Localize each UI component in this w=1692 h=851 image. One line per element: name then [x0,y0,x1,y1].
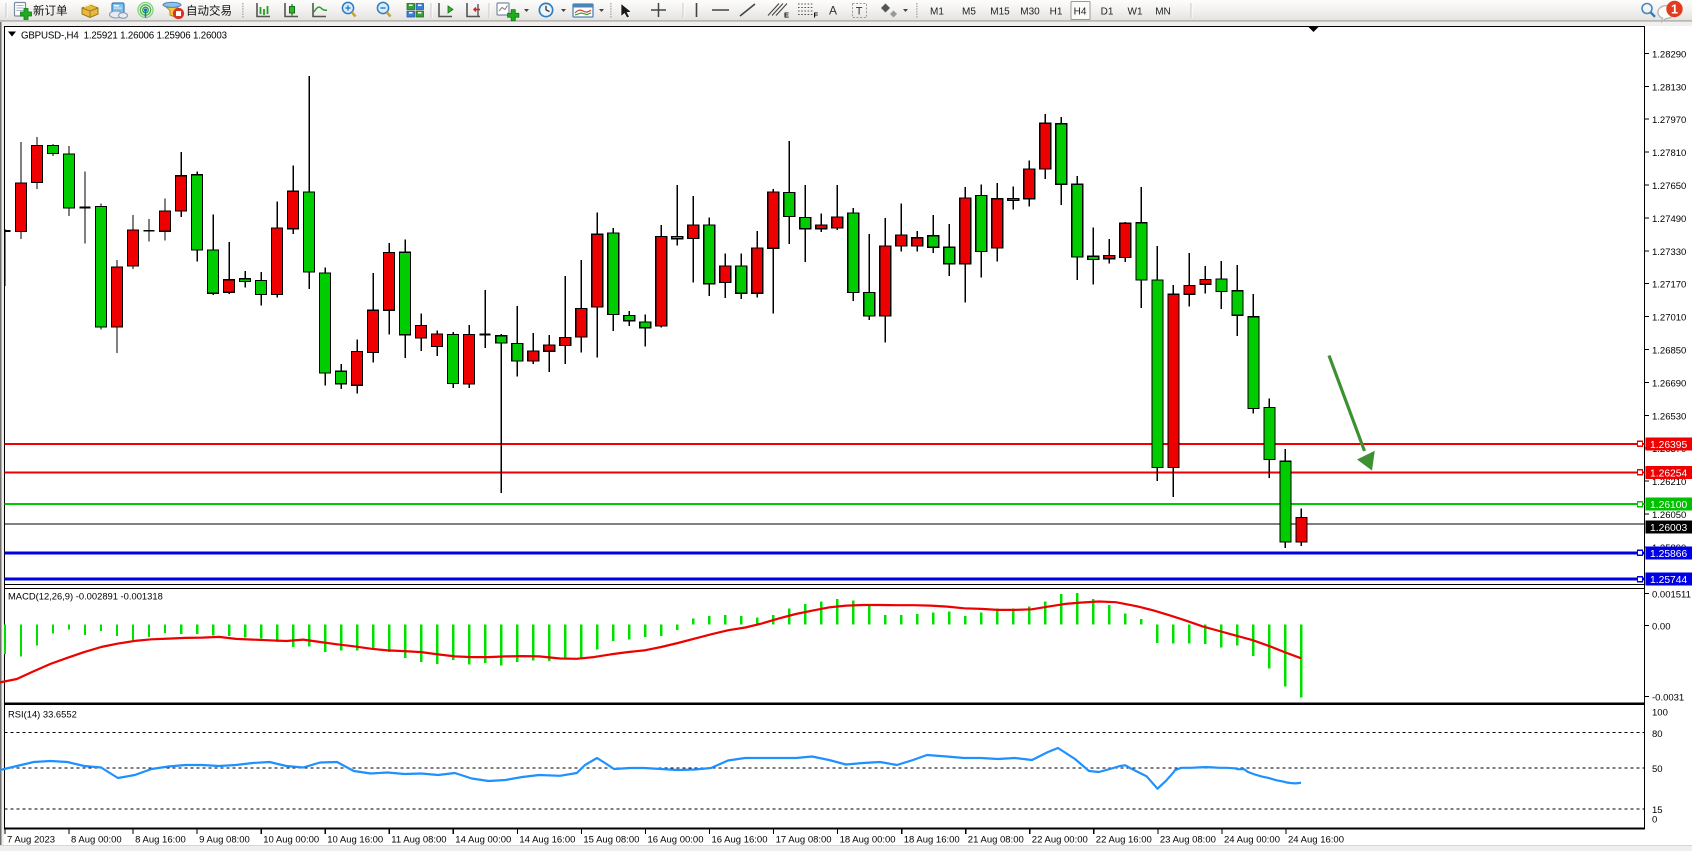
svg-text:1.28290: 1.28290 [1652,49,1686,60]
svg-text:1.27810: 1.27810 [1652,148,1686,159]
svg-text:1.26850: 1.26850 [1652,346,1686,357]
svg-text:新订单: 新订单 [33,4,68,18]
svg-text:14 Aug 00:00: 14 Aug 00:00 [455,835,511,846]
svg-text:80: 80 [1652,729,1663,740]
svg-text:GBPUSD-,H4 1.25921 1.26006 1.: GBPUSD-,H4 1.25921 1.26006 1.25906 1.260… [21,31,227,42]
svg-text:E: E [784,11,789,20]
svg-text:18 Aug 16:00: 18 Aug 16:00 [904,835,960,846]
svg-text:F: F [814,11,819,20]
svg-text:1.26100: 1.26100 [1650,500,1687,511]
svg-text:22 Aug 00:00: 22 Aug 00:00 [1032,835,1088,846]
svg-text:0.00: 0.00 [1652,621,1671,632]
svg-text:自动交易: 自动交易 [186,4,232,18]
svg-text:RSI(14) 33.6552: RSI(14) 33.6552 [8,709,77,720]
svg-text:16 Aug 16:00: 16 Aug 16:00 [712,835,768,846]
svg-text:1.26395: 1.26395 [1650,440,1687,451]
svg-text:15: 15 [1652,805,1663,816]
svg-text:16 Aug 00:00: 16 Aug 00:00 [648,835,704,846]
svg-text:A: A [829,4,837,18]
svg-text:1.27010: 1.27010 [1652,313,1686,324]
svg-text:1.25744: 1.25744 [1650,575,1687,586]
svg-text:8 Aug 00:00: 8 Aug 00:00 [71,835,122,846]
svg-text:100: 100 [1652,708,1668,719]
svg-text:1.27650: 1.27650 [1652,181,1686,192]
svg-text:H4: H4 [1074,7,1087,18]
svg-text:1.28130: 1.28130 [1652,82,1686,93]
svg-text:23 Aug 08:00: 23 Aug 08:00 [1160,835,1216,846]
svg-text:8 Aug 16:00: 8 Aug 16:00 [135,835,186,846]
svg-text:T: T [856,6,863,18]
svg-text:M5: M5 [962,7,976,18]
svg-text:H1: H1 [1050,7,1063,18]
svg-text:1.27490: 1.27490 [1652,214,1686,225]
svg-text:1.26530: 1.26530 [1652,411,1686,422]
svg-text:21 Aug 08:00: 21 Aug 08:00 [968,835,1024,846]
svg-text:9 Aug 08:00: 9 Aug 08:00 [199,835,250,846]
svg-text:1.27330: 1.27330 [1652,247,1686,258]
svg-text:1.27170: 1.27170 [1652,280,1686,291]
svg-text:0.001511: 0.001511 [1652,590,1691,601]
svg-text:50: 50 [1652,764,1663,775]
svg-text:W1: W1 [1128,7,1143,18]
svg-text:1.26690: 1.26690 [1652,378,1686,389]
svg-text:1.26210: 1.26210 [1652,477,1686,488]
svg-text:1: 1 [1671,3,1678,17]
svg-text:1.26254: 1.26254 [1650,468,1687,479]
svg-text:17 Aug 08:00: 17 Aug 08:00 [776,835,832,846]
svg-text:D1: D1 [1101,7,1114,18]
svg-text:MACD(12,26,9) -0.002891 -0.001: MACD(12,26,9) -0.002891 -0.001318 [8,591,163,602]
svg-text:18 Aug 00:00: 18 Aug 00:00 [840,835,896,846]
svg-text:0: 0 [1652,815,1657,826]
svg-text:M1: M1 [930,7,944,18]
svg-text:M15: M15 [990,7,1010,18]
svg-text:M30: M30 [1020,7,1040,18]
svg-text:11 Aug 08:00: 11 Aug 08:00 [391,835,446,846]
svg-text:1.27970: 1.27970 [1652,115,1686,126]
svg-text:1.26003: 1.26003 [1650,523,1687,534]
svg-text:10 Aug 16:00: 10 Aug 16:00 [327,835,383,846]
svg-text:24 Aug 16:00: 24 Aug 16:00 [1288,835,1344,846]
svg-text:-0.0031: -0.0031 [1652,692,1684,703]
svg-text:14 Aug 16:00: 14 Aug 16:00 [519,835,575,846]
svg-text:15 Aug 08:00: 15 Aug 08:00 [583,835,639,846]
svg-text:1.25866: 1.25866 [1650,549,1687,560]
svg-text:10 Aug 00:00: 10 Aug 00:00 [263,835,319,846]
svg-text:7 Aug 2023: 7 Aug 2023 [7,835,55,846]
svg-text:24 Aug 00:00: 24 Aug 00:00 [1224,835,1280,846]
svg-text:1.26050: 1.26050 [1652,510,1686,521]
svg-text:22 Aug 16:00: 22 Aug 16:00 [1096,835,1152,846]
svg-text:MN: MN [1155,7,1171,18]
